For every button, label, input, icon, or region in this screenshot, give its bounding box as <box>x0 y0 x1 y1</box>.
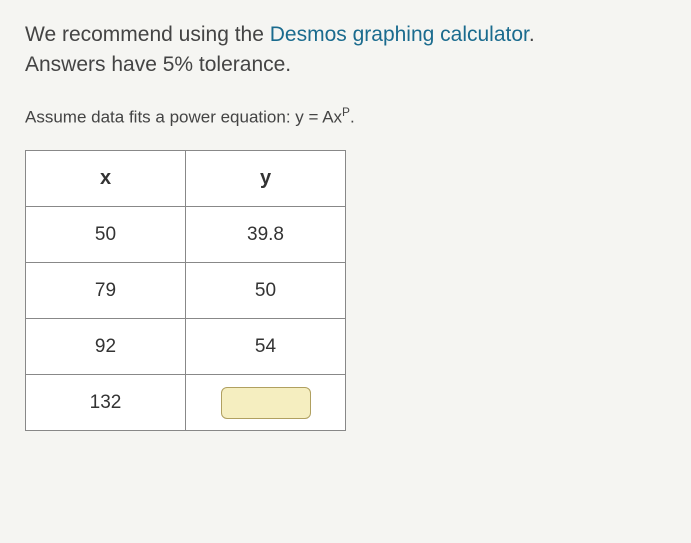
cell-x: 79 <box>26 263 186 319</box>
cell-x: 132 <box>26 375 186 431</box>
intro-prefix: We recommend using the <box>25 23 270 46</box>
answer-cell <box>186 375 346 431</box>
intro-suffix: . <box>529 23 535 46</box>
table-row: 50 39.8 <box>26 207 346 263</box>
cell-y: 50 <box>186 263 346 319</box>
cell-x: 50 <box>26 207 186 263</box>
recommendation-text: We recommend using the Desmos graphing c… <box>25 20 666 49</box>
table-row: 92 54 <box>26 319 346 375</box>
tolerance-text: Answers have 5% tolerance. <box>25 53 666 77</box>
cell-y: 39.8 <box>186 207 346 263</box>
answer-input[interactable] <box>221 387 311 419</box>
instruction-suffix: . <box>350 108 355 127</box>
table-row: 79 50 <box>26 263 346 319</box>
instruction-text: Assume data fits a power equation: y = A… <box>25 105 666 128</box>
cell-x: 92 <box>26 319 186 375</box>
desmos-link[interactable]: Desmos graphing calculator <box>270 23 529 46</box>
data-table: x y 50 39.8 79 50 92 54 132 <box>25 150 346 431</box>
instruction-exponent: P <box>342 105 350 119</box>
cell-y: 54 <box>186 319 346 375</box>
table-row: 132 <box>26 375 346 431</box>
column-header-y: y <box>186 151 346 207</box>
column-header-x: x <box>26 151 186 207</box>
table-header-row: x y <box>26 151 346 207</box>
instruction-prefix: Assume data fits a power equation: y = A… <box>25 108 342 127</box>
